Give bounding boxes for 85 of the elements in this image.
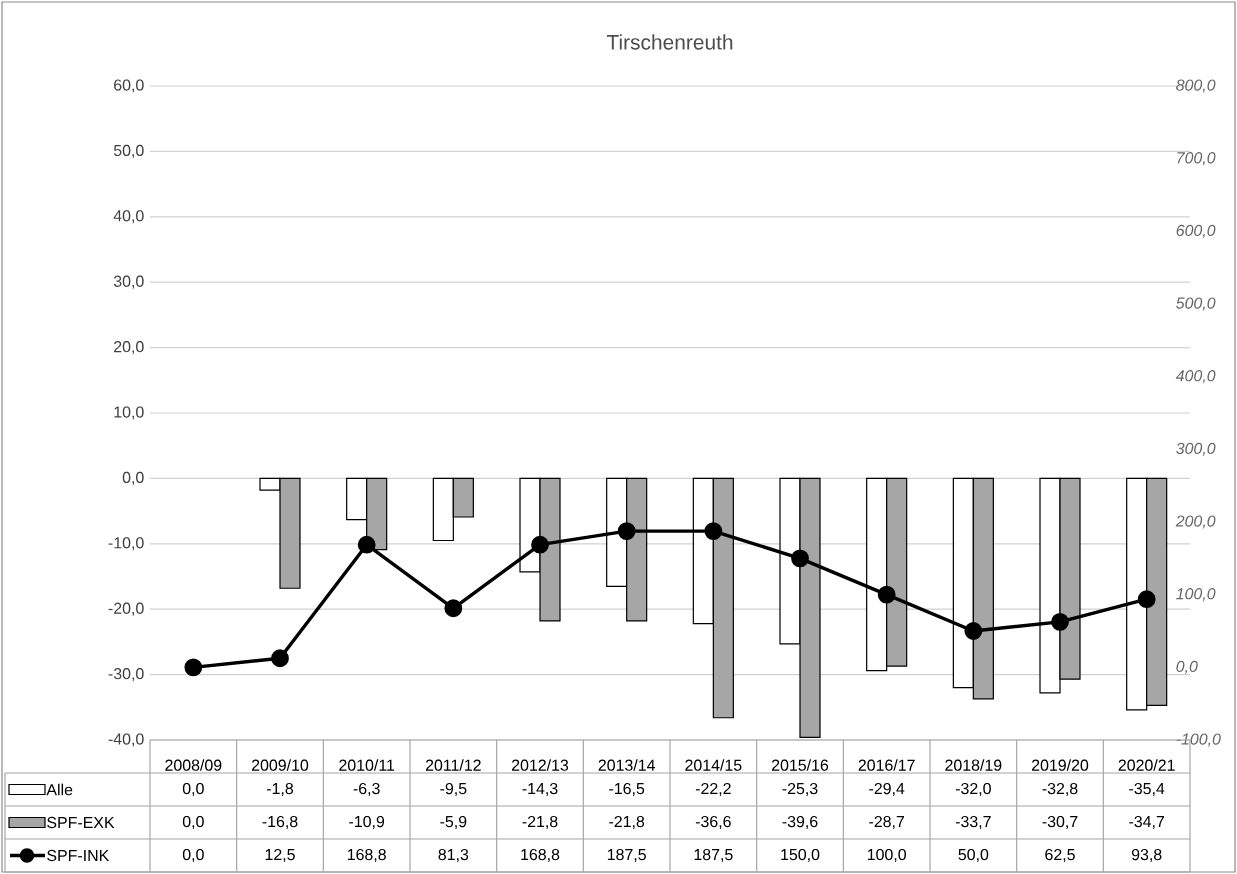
y2-tick-label: 600,0: [1176, 224, 1216, 238]
y-tick-label: -40,0: [108, 733, 144, 747]
point: [704, 522, 723, 540]
point: [877, 585, 896, 604]
data-label: -1,8: [266, 782, 294, 797]
y-tick-label: -20,0: [108, 602, 144, 616]
legend-label: SPF-INK: [47, 849, 110, 862]
chart-title: Tirschenreuth: [606, 34, 733, 50]
data-label: -39,6: [782, 815, 818, 830]
data-label: 81,3: [438, 848, 469, 863]
y-tick-label: -30,0: [108, 668, 144, 682]
x-tick-label: 2019/20: [1032, 759, 1089, 771]
y-tick-label: -10,0: [108, 537, 144, 551]
y2-tick-label: 800,0: [1176, 79, 1216, 93]
y2-tick-label: 200,0: [1175, 515, 1216, 529]
point: [791, 549, 809, 568]
y2-tick-label: 700,0: [1177, 152, 1216, 166]
y2-tick-label: 300,0: [1176, 442, 1216, 456]
point: [357, 535, 376, 554]
data-label: -33,7: [955, 815, 991, 830]
data-label: -16,8: [262, 815, 298, 830]
legend-label: Alle: [46, 783, 73, 796]
x-tick-label: 2016/17: [858, 759, 915, 771]
data-label: -16,5: [609, 782, 645, 797]
data-label: 150,0: [781, 848, 820, 863]
point: [1051, 613, 1069, 631]
x-tick-label: 2014/15: [685, 759, 742, 771]
data-label: 0,0: [182, 815, 204, 830]
y-tick-label: 0,0: [122, 471, 144, 485]
y-tick-label: 30,0: [113, 275, 144, 289]
point: [531, 535, 549, 554]
data-label: -36,6: [695, 815, 731, 830]
point: [184, 658, 203, 677]
data-label: 62,5: [1045, 848, 1075, 863]
x-tick-label: 2009/10: [252, 759, 309, 771]
y-tick-label: 50,0: [113, 144, 144, 158]
data-label: -10,9: [349, 815, 385, 830]
x-tick-label: 2018/19: [945, 759, 1002, 771]
data-label: 187,5: [694, 848, 733, 863]
x-tick-label: 2011/12: [425, 759, 481, 771]
point: [964, 622, 983, 640]
data-label: 0,0: [182, 782, 204, 797]
data-label: 168,8: [347, 848, 386, 863]
point: [271, 649, 289, 668]
data-label: -25,3: [782, 782, 818, 797]
x-tick-label: 2012/13: [512, 759, 569, 771]
point: [1137, 590, 1156, 609]
point: [444, 599, 463, 618]
y-tick-label: 60,0: [114, 79, 144, 93]
data-label: -14,3: [522, 782, 558, 797]
x-tick-label: 2020/21: [1118, 759, 1175, 771]
data-label: -6,3: [353, 782, 380, 797]
data-label: -29,4: [869, 782, 905, 797]
legend-label: SPF-EXK: [47, 816, 115, 829]
data-label: 0,0: [182, 848, 204, 863]
x-tick-label: 2010/11: [339, 759, 395, 771]
data-label: -9,5: [440, 782, 467, 797]
data-label: -21,8: [522, 815, 558, 830]
data-label: -35,4: [1129, 782, 1165, 797]
data-label: -5,9: [440, 815, 467, 830]
x-tick-label: 2015/16: [772, 759, 829, 771]
y2-tick-label: 100,0: [1176, 588, 1216, 602]
x-tick-label: 2013/14: [598, 759, 656, 771]
point: [617, 522, 636, 540]
data-label: 12,5: [265, 848, 295, 863]
data-label: -22,2: [695, 782, 731, 797]
x-tick-label: 2008/09: [165, 759, 222, 771]
data-label: 187,5: [607, 848, 646, 863]
data-label: -32,8: [1042, 782, 1078, 797]
data-label: -28,7: [869, 815, 905, 830]
y2-tick-label: -100,0: [1176, 733, 1221, 747]
y-tick-label: 10,0: [114, 406, 144, 420]
y2-tick-label: 0,0: [1176, 660, 1198, 674]
y-tick-label: 40,0: [113, 210, 144, 224]
y2-tick-label: 500,0: [1176, 297, 1216, 311]
y-tick-label: 20,0: [114, 341, 144, 355]
data-label: -34,7: [1129, 815, 1165, 830]
data-label: -32,0: [955, 782, 991, 797]
data-label: -21,8: [609, 815, 645, 830]
data-label: 93,8: [1131, 848, 1162, 863]
data-label: 50,0: [958, 848, 989, 863]
data-label: 100,0: [867, 848, 906, 863]
data-label: 168,8: [521, 848, 560, 863]
y2-tick-label: 400,0: [1175, 370, 1216, 384]
data-label: -30,7: [1042, 815, 1078, 830]
